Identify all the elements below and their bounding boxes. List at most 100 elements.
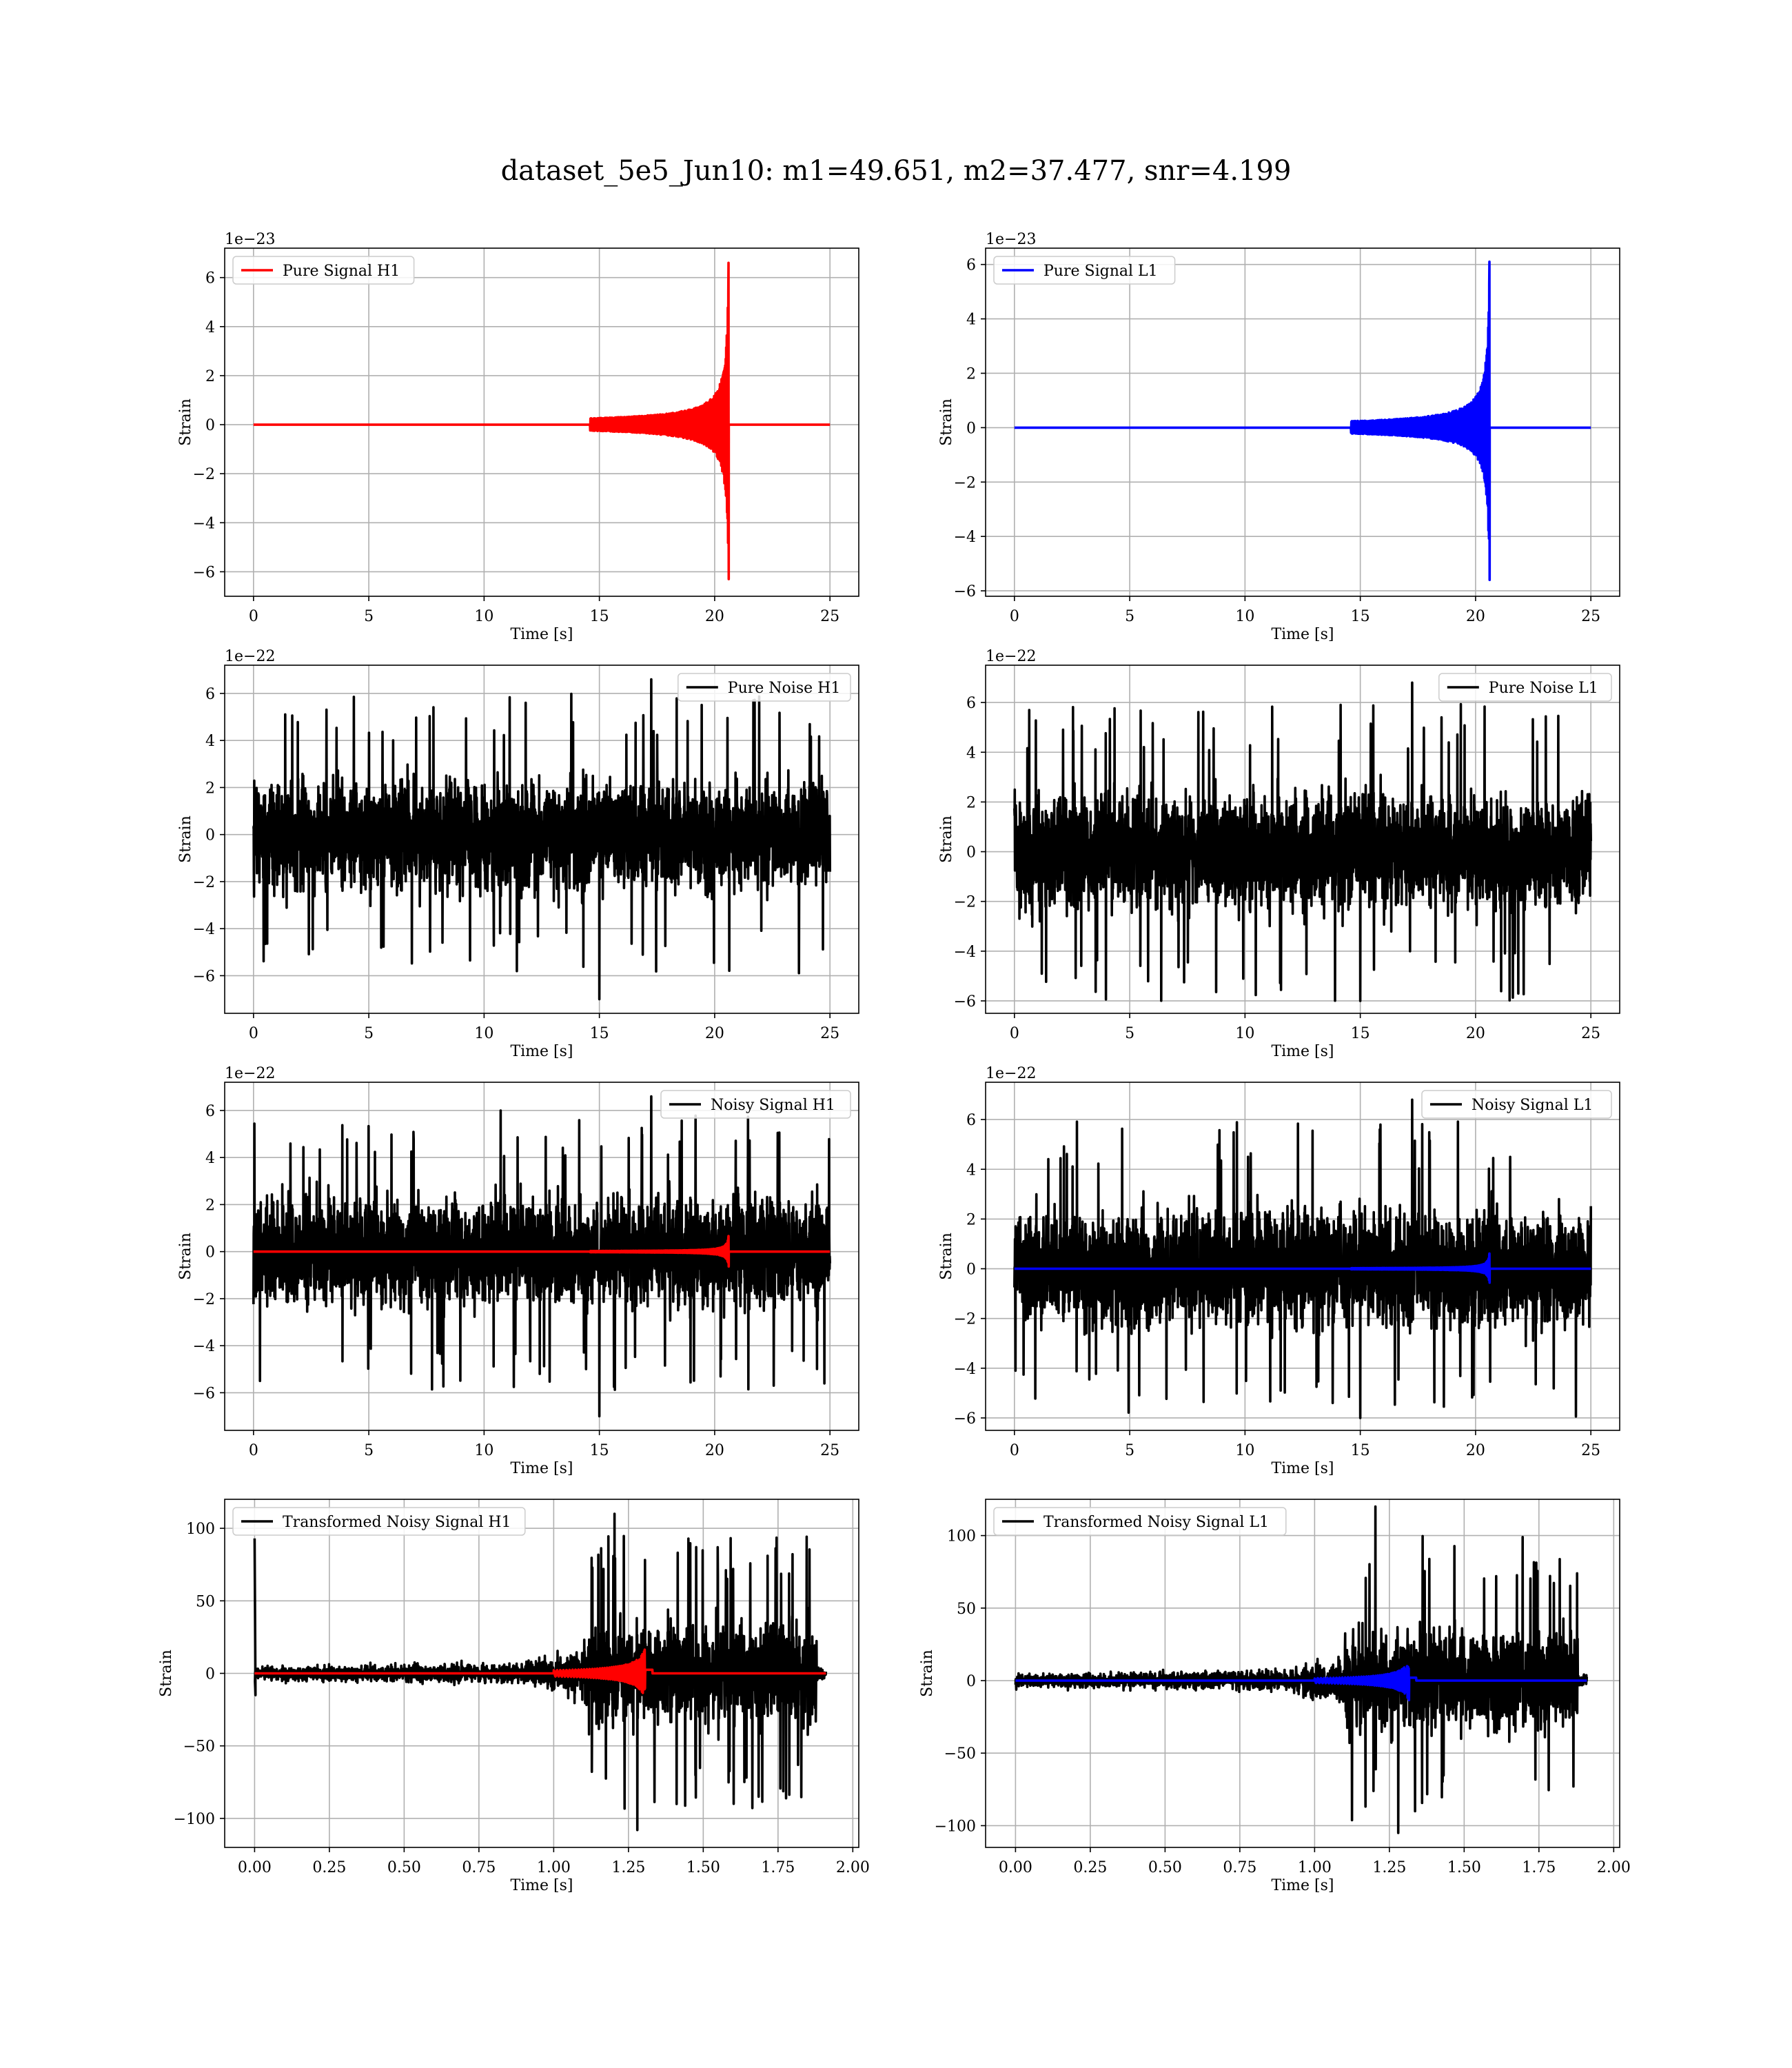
- plot-area: [1014, 1505, 1589, 1834]
- legend-label: Transformed Noisy Signal L1: [1043, 1514, 1269, 1531]
- axes-frame: [985, 247, 1620, 597]
- series-line-transformed-noisy-signal-l1: [1014, 1505, 1589, 1834]
- y-tick-label: −2: [193, 1291, 215, 1308]
- series-line-noisy-signal-l1: [1013, 1098, 1592, 1419]
- legend-box: [993, 1507, 1287, 1536]
- y-tick-label: 2: [205, 780, 215, 797]
- y-tick-label: −2: [193, 466, 215, 483]
- axes-frame: [224, 1082, 859, 1431]
- axes-frame: [224, 247, 859, 597]
- x-tick-label: 5: [1125, 1025, 1134, 1042]
- y-tick-label: 4: [966, 1162, 976, 1179]
- y-tick-label: 2: [966, 365, 976, 383]
- legend-label: Transformed Noisy Signal H1: [283, 1514, 511, 1531]
- y-axis-label: Strain: [177, 815, 194, 863]
- y-tick-label: 50: [957, 1601, 976, 1618]
- legend: Transformed Noisy Signal H1: [232, 1507, 526, 1536]
- plot-area: [1013, 1098, 1592, 1419]
- plot-area: [1013, 260, 1592, 582]
- chart-panel-3: 0 5 10 15 20 25 −6 −4 −2 0 2 4 6 Time [s] Strain 1e−22 P…: [177, 648, 859, 1060]
- x-axis-label: Time [s]: [1271, 1460, 1334, 1477]
- x-tick-label: 10: [474, 1025, 493, 1042]
- x-tick-label: 2.00: [836, 1859, 870, 1876]
- y-tick-label: 100: [186, 1521, 215, 1538]
- x-tick-label: 1.50: [1447, 1859, 1481, 1876]
- y-tick-label: −6: [954, 1410, 976, 1428]
- y-tick-label: 100: [947, 1528, 976, 1545]
- x-tick-label: 25: [1581, 608, 1600, 625]
- legend-box: [232, 1507, 526, 1536]
- x-tick-label: 1.75: [761, 1859, 795, 1876]
- y-tick-label: 6: [205, 270, 215, 287]
- series-line-noisy-signal-h1: [252, 1095, 831, 1418]
- x-tick-label: 0: [249, 608, 258, 625]
- legend-label: Pure Noise H1: [728, 680, 841, 697]
- y-tick-label: 6: [966, 695, 976, 712]
- y-tick-label: 6: [966, 1112, 976, 1129]
- x-tick-label: 0.75: [462, 1859, 496, 1876]
- y-tick-label: 6: [966, 257, 976, 274]
- y-tick-label: 6: [205, 686, 215, 703]
- series-line-pure-noise-l1: [1013, 681, 1592, 1002]
- axis-offset-text: 1e−23: [986, 231, 1036, 248]
- x-tick-label: 1.75: [1522, 1859, 1556, 1876]
- y-tick-label: −6: [193, 1385, 215, 1402]
- x-tick-label: 0.50: [387, 1859, 421, 1876]
- x-tick-label: 0.50: [1148, 1859, 1182, 1876]
- figure-title: dataset_5e5_Jun10: m1=49.651, m2=37.477,…: [500, 155, 1292, 187]
- axis-offset-text: 1e−22: [225, 648, 275, 665]
- x-tick-label: 0.00: [999, 1859, 1032, 1876]
- y-axis-label: Strain: [938, 815, 955, 863]
- y-tick-label: −4: [954, 1361, 976, 1378]
- x-axis-label: Time [s]: [1271, 1877, 1334, 1894]
- x-tick-label: 5: [364, 1442, 374, 1459]
- legend-label: Pure Noise L1: [1489, 680, 1598, 697]
- y-tick-label: −100: [174, 1811, 215, 1828]
- axes-frame: [985, 665, 1620, 1014]
- x-tick-label: 25: [1581, 1025, 1600, 1042]
- x-tick-label: 0: [249, 1442, 258, 1459]
- x-tick-label: 20: [705, 608, 724, 625]
- series-line-pure-noise-h1: [252, 678, 831, 1001]
- axes-frame: [985, 1082, 1620, 1431]
- plot-area: [252, 678, 831, 1001]
- x-tick-label: 25: [820, 1442, 839, 1459]
- x-tick-label: 1.00: [537, 1859, 571, 1876]
- x-tick-label: 2.00: [1597, 1859, 1631, 1876]
- y-tick-label: 4: [966, 744, 976, 762]
- x-tick-label: 0.00: [238, 1859, 272, 1876]
- y-tick-label: −6: [954, 993, 976, 1011]
- y-tick-label: −2: [193, 874, 215, 891]
- x-tick-label: 0: [249, 1025, 258, 1042]
- legend-label: Pure Signal H1: [283, 263, 400, 280]
- y-tick-label: 4: [205, 1150, 215, 1167]
- x-tick-label: 10: [1235, 1025, 1254, 1042]
- legend-label: Noisy Signal H1: [711, 1097, 835, 1114]
- y-tick-label: −4: [954, 944, 976, 961]
- y-axis-label: Strain: [919, 1650, 936, 1697]
- x-tick-label: 10: [1235, 1442, 1254, 1459]
- y-axis-label: Strain: [177, 398, 194, 446]
- y-tick-label: 2: [966, 1211, 976, 1228]
- x-tick-label: 1.50: [686, 1859, 720, 1876]
- legend-box: [678, 673, 851, 702]
- y-tick-label: 0: [966, 1261, 976, 1279]
- y-tick-label: 4: [205, 319, 215, 336]
- plot-area: [252, 261, 831, 580]
- y-tick-label: −2: [954, 474, 976, 491]
- x-tick-label: 0.25: [1073, 1859, 1107, 1876]
- axes-frame: [224, 665, 859, 1014]
- axis-offset-text: 1e−22: [986, 1065, 1036, 1082]
- x-axis-label: Time [s]: [510, 626, 573, 643]
- chart-panel-4: 0 5 10 15 20 25 −6 −4 −2 0 2 4 6 Time [s] Strain 1e−22 P…: [938, 648, 1620, 1060]
- x-tick-label: 20: [1466, 1025, 1485, 1042]
- y-tick-label: 0: [205, 1666, 215, 1683]
- y-tick-label: 0: [205, 1244, 215, 1261]
- chart-panel-6: 0 5 10 15 20 25 −6 −4 −2 0 2 4 6 Time [s] Strain 1e−22 N…: [938, 1065, 1620, 1477]
- y-tick-label: −50: [183, 1738, 215, 1756]
- chart-panel-5: 0 5 10 15 20 25 −6 −4 −2 0 2 4 6 Time [s] Strain 1e−22 N…: [177, 1065, 859, 1477]
- legend: Transformed Noisy Signal L1: [993, 1507, 1287, 1536]
- y-tick-label: 0: [205, 827, 215, 844]
- x-tick-label: 20: [1466, 1442, 1485, 1459]
- x-tick-label: 0: [1010, 608, 1019, 625]
